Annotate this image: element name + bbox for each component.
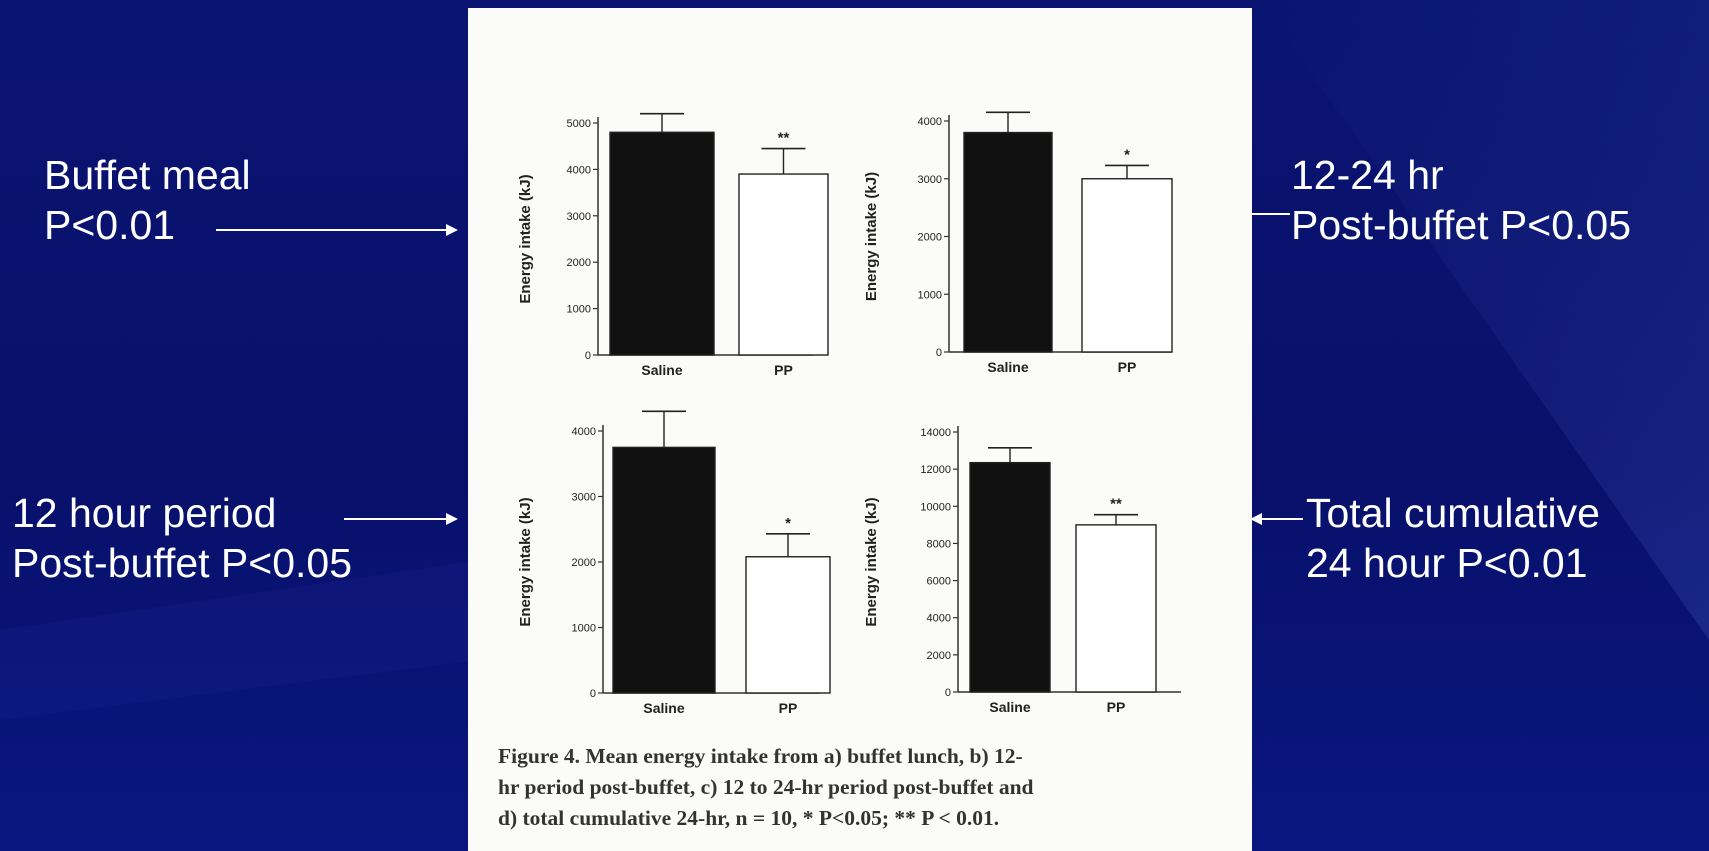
y-tick-label: 2000 [918, 232, 942, 244]
annotation-12-24-line2: Post-buffet P<0.05 [1291, 202, 1632, 248]
y-tick-label: 6000 [927, 576, 951, 588]
y-tick-label: 8000 [927, 538, 951, 550]
significance-marker: ** [1110, 496, 1122, 513]
bar-saline [609, 131, 715, 356]
bar-pp [1075, 524, 1157, 693]
y-tick-label: 4000 [927, 613, 951, 625]
x-tick-label: PP [1107, 699, 1126, 715]
connector-line-icon [1252, 213, 1290, 215]
y-tick-label: 0 [590, 688, 596, 700]
y-tick-label: 3000 [572, 492, 596, 504]
y-tick-label: 3000 [918, 174, 942, 186]
y-tick-label: 12000 [920, 464, 951, 476]
caption-line-1: Figure 4. Mean energy intake from a) buf… [498, 744, 1023, 768]
y-tick-label: 1000 [567, 304, 591, 316]
arrow-right-icon [344, 513, 458, 525]
annotation-buffet-line1: Buffet meal [44, 152, 251, 198]
y-tick-label: 3000 [567, 211, 591, 223]
y-tick-label: 1000 [918, 289, 942, 301]
annotation-12-24-hr: 12-24 hr Post-buffet P<0.05 [1291, 150, 1631, 250]
significance-marker: ** [778, 130, 790, 147]
annotation-12-hour-line2: Post-buffet P<0.05 [12, 540, 353, 586]
y-axis-label: Energy intake (kJ) [863, 497, 880, 626]
y-tick-label: 5000 [567, 118, 591, 130]
y-tick-label: 14000 [920, 427, 951, 439]
y-axis-label: Energy intake (kJ) [517, 497, 534, 626]
caption-line-2: hr period post-buffet, c) 12 to 24-hr pe… [498, 775, 1034, 799]
x-tick-label: PP [779, 700, 798, 716]
caption-line-3: d) total cumulative 24-hr, n = 10, * P<0… [498, 806, 1000, 830]
x-tick-label: Saline [989, 699, 1030, 715]
annotation-buffet-line2: P<0.01 [44, 202, 176, 248]
bar-saline [963, 131, 1053, 353]
y-axis-label: Energy intake (kJ) [517, 174, 534, 303]
bar-pp [738, 173, 829, 356]
annotation-total-line2: 24 hour P<0.01 [1306, 540, 1588, 586]
figure-caption: Figure 4. Mean energy intake from a) buf… [498, 741, 1228, 834]
x-tick-label: Saline [643, 700, 684, 716]
y-tick-label: 0 [945, 687, 951, 699]
y-tick-label: 4000 [918, 116, 942, 128]
y-axis-label: Energy intake (kJ) [863, 172, 880, 301]
figure-panel: 0 1000 2000 3000 4000 5000 Energy intake (kJ) S… [468, 8, 1252, 851]
arrow-left-icon [1250, 513, 1303, 525]
y-tick-label: 2000 [567, 257, 591, 269]
bar-saline [612, 446, 716, 694]
y-tick-label: 10000 [920, 501, 951, 513]
x-tick-label: Saline [641, 362, 682, 378]
y-tick-label: 0 [585, 350, 591, 362]
x-tick-label: PP [774, 362, 793, 378]
annotation-12-hour-period: 12 hour period Post-buffet P<0.05 [12, 488, 352, 588]
figure-charts: 0 1000 2000 3000 4000 5000 Energy intake (kJ) S… [517, 111, 1181, 716]
bar-pp [745, 556, 831, 694]
y-tick-label: 2000 [572, 557, 596, 569]
y-tick-label: 4000 [572, 426, 596, 438]
annotation-total-line1: Total cumulative [1306, 490, 1600, 536]
annotation-12-24-line1: 12-24 hr [1291, 152, 1444, 198]
y-tick-label: 1000 [572, 623, 596, 635]
annotation-buffet-meal: Buffet meal P<0.01 [44, 150, 251, 250]
significance-marker: * [1124, 146, 1130, 163]
annotation-total-cumulative: Total cumulative 24 hour P<0.01 [1306, 488, 1600, 588]
arrow-right-icon [216, 224, 458, 236]
annotation-12-hour-line1: 12 hour period [12, 490, 277, 536]
significance-marker: * [785, 515, 791, 532]
x-tick-label: PP [1118, 359, 1137, 375]
y-tick-label: 0 [936, 347, 942, 359]
bar-saline [969, 461, 1051, 693]
x-tick-label: Saline [987, 359, 1028, 375]
bar-pp [1081, 178, 1173, 353]
y-tick-label: 2000 [927, 650, 951, 662]
y-tick-label: 4000 [567, 164, 591, 176]
